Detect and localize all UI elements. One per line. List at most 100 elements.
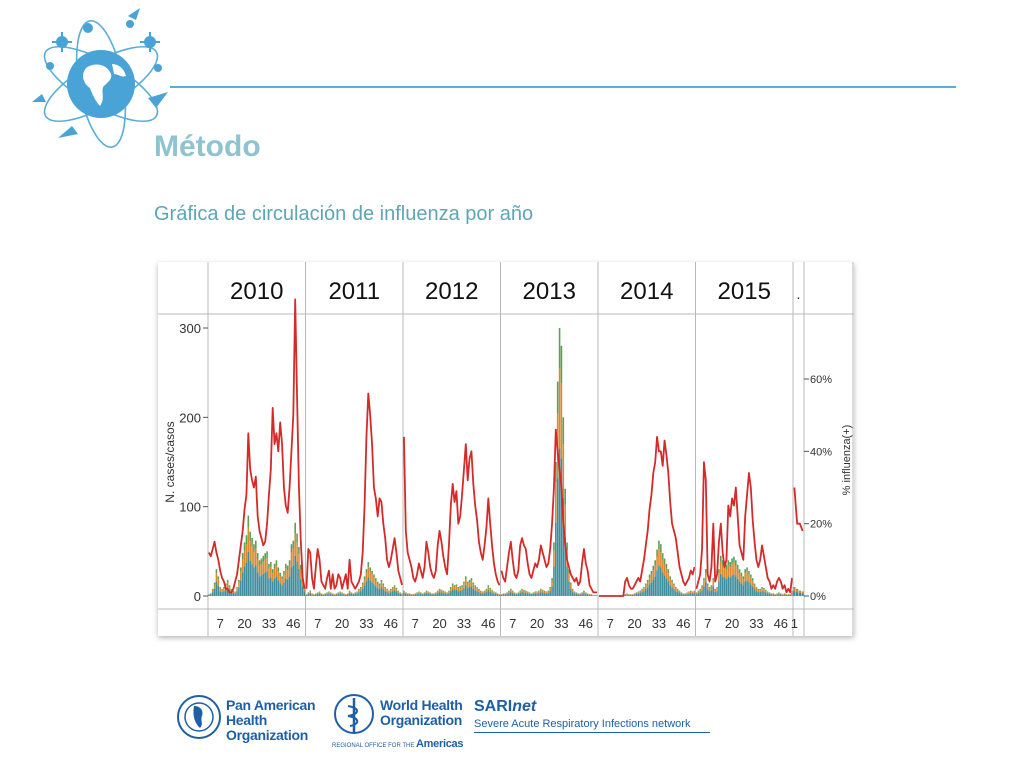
case-bar xyxy=(481,593,484,596)
case-bar xyxy=(746,580,748,596)
case-bar xyxy=(405,592,407,595)
case-bar xyxy=(416,592,418,595)
case-bar xyxy=(230,592,233,596)
case-bar xyxy=(433,594,435,596)
case-bar xyxy=(701,585,703,587)
case-bar xyxy=(448,593,450,596)
case-bar xyxy=(277,571,280,581)
case-bar xyxy=(350,592,353,593)
case-bar xyxy=(266,558,268,572)
case-bar xyxy=(346,594,349,596)
case-bar xyxy=(251,564,253,596)
case-bar xyxy=(358,592,360,596)
case-bar xyxy=(324,593,326,595)
case-bar xyxy=(361,588,364,596)
influenza-positivity-line xyxy=(208,298,306,594)
case-bar xyxy=(648,574,651,578)
case-bar xyxy=(774,595,776,596)
case-bar xyxy=(590,595,593,596)
case-bar xyxy=(418,593,420,596)
case-bar xyxy=(444,593,446,596)
case-bar xyxy=(380,582,383,588)
case-bar xyxy=(751,586,754,596)
case-bar xyxy=(588,595,591,596)
sarinet-tagline: Severe Acute Respiratory Infections netw… xyxy=(474,718,691,730)
case-bar xyxy=(491,590,493,593)
case-bar xyxy=(474,590,476,596)
case-bar xyxy=(457,588,460,592)
case-bar xyxy=(517,592,520,593)
case-bar xyxy=(414,593,416,595)
case-bar xyxy=(556,381,559,414)
case-bar xyxy=(658,548,660,566)
case-bar xyxy=(405,592,407,593)
case-bar xyxy=(348,590,351,592)
case-bar xyxy=(373,577,375,585)
case-bar xyxy=(553,542,555,551)
case-bar xyxy=(748,582,750,596)
case-bar xyxy=(667,569,670,574)
who-emblem-icon xyxy=(334,694,374,734)
paho-emblem-icon xyxy=(177,695,221,739)
case-bar xyxy=(455,586,458,590)
case-bar xyxy=(671,582,673,588)
case-bar xyxy=(750,574,752,578)
paho-line-1: Pan American xyxy=(226,697,316,713)
case-bar xyxy=(371,570,373,575)
case-bar xyxy=(555,482,557,523)
case-bar xyxy=(251,546,253,565)
case-bar xyxy=(635,592,638,593)
case-bar xyxy=(240,571,242,581)
who-sub-big: Americas xyxy=(416,738,464,750)
case-bar xyxy=(328,591,330,593)
case-bar xyxy=(571,588,574,590)
case-bar xyxy=(234,592,236,594)
case-bar xyxy=(675,591,677,596)
case-bar xyxy=(705,569,707,574)
case-bar xyxy=(500,595,503,596)
case-bar xyxy=(729,562,731,568)
case-bar xyxy=(303,588,306,592)
y2-tick-label: 20% xyxy=(810,519,832,531)
case-bar xyxy=(626,593,628,595)
case-bar xyxy=(714,589,716,593)
case-bar xyxy=(763,591,765,596)
case-bar xyxy=(448,591,450,594)
case-bar xyxy=(695,592,698,595)
case-bar xyxy=(331,593,334,595)
case-bar xyxy=(376,588,379,596)
case-bar xyxy=(654,560,656,566)
case-bar xyxy=(251,537,253,547)
case-bar xyxy=(256,559,259,573)
case-bar xyxy=(283,582,285,596)
case-bar xyxy=(571,592,574,596)
case-bar xyxy=(286,579,289,596)
case-bar xyxy=(459,587,461,591)
case-bar xyxy=(688,592,690,594)
case-bar xyxy=(433,593,435,595)
case-bar xyxy=(751,580,754,587)
case-bar xyxy=(260,564,263,576)
case-bar xyxy=(534,591,536,593)
case-bar xyxy=(791,590,793,592)
case-bar xyxy=(296,542,298,562)
case-bar xyxy=(429,592,431,595)
case-bar xyxy=(435,592,437,593)
case-bar xyxy=(376,583,379,589)
case-bar xyxy=(390,588,392,590)
case-bar xyxy=(530,594,533,596)
case-bar xyxy=(429,594,431,596)
case-bar xyxy=(705,573,707,582)
x-tick-label: 7 xyxy=(314,616,321,631)
case-bar xyxy=(519,591,521,594)
case-bar xyxy=(333,595,336,596)
case-bar xyxy=(697,593,700,596)
case-bar xyxy=(530,593,533,595)
case-bar xyxy=(451,583,454,586)
case-bar xyxy=(474,586,476,591)
case-bar xyxy=(686,594,688,596)
case-bar xyxy=(480,591,482,594)
case-bar xyxy=(371,582,373,596)
case-bar xyxy=(581,592,583,593)
case-bar xyxy=(382,585,385,590)
